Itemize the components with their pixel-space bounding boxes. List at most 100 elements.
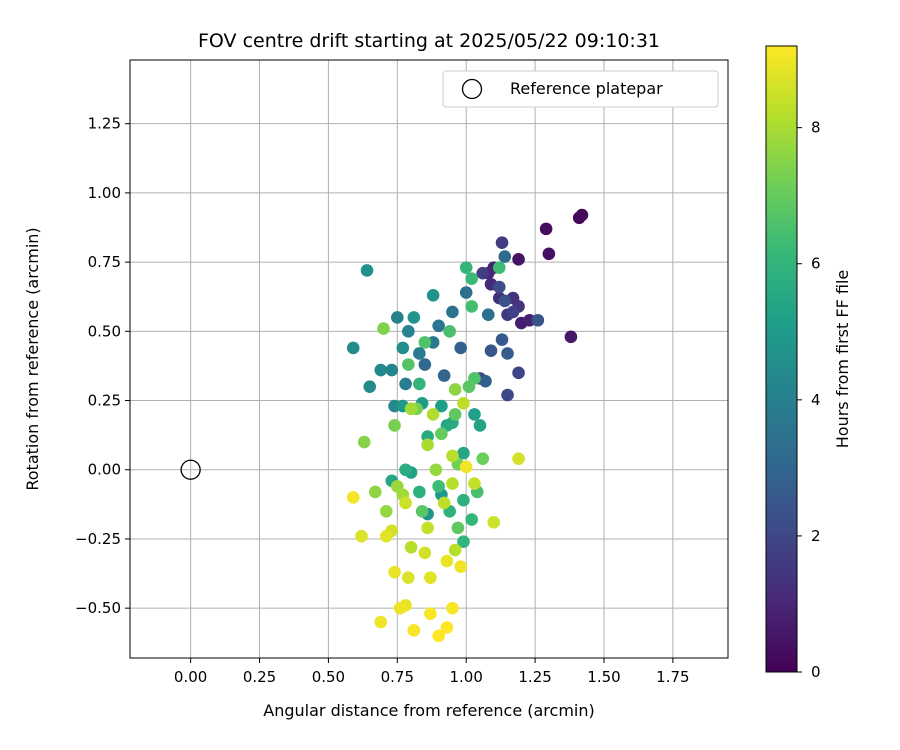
data-point [402, 325, 415, 338]
data-point [432, 319, 445, 333]
data-point [443, 325, 456, 338]
y-tick-label: 1.25 [88, 115, 121, 133]
data-point [457, 535, 470, 549]
y-axis: −0.50 −0.25 0.00 0.25 0.50 0.75 1.00 1.25 [75, 115, 130, 617]
data-point [413, 347, 426, 360]
data-point [481, 308, 495, 322]
data-point [404, 402, 418, 416]
y-tick-label: 0.25 [88, 392, 121, 410]
data-point [357, 435, 371, 449]
data-point [424, 571, 437, 585]
data-point [437, 496, 451, 510]
chart-title: FOV centre drift starting at 2025/05/22 … [198, 30, 660, 52]
data-point [407, 311, 421, 324]
x-axis-label: Angular distance from reference (arcmin) [263, 701, 594, 720]
data-point [512, 253, 525, 266]
data-point [426, 408, 440, 421]
data-point [479, 374, 492, 388]
y-tick-label: −0.50 [75, 599, 121, 617]
data-point [413, 377, 426, 391]
x-tick-label: 0.00 [174, 668, 207, 686]
data-point [413, 485, 426, 499]
data-point [421, 521, 434, 535]
data-point [440, 621, 454, 634]
x-tick-label: 1.25 [518, 668, 551, 686]
data-point [459, 261, 473, 274]
colorbar-label: Hours from first FF file [833, 270, 852, 449]
data-point [402, 358, 415, 371]
data-point [459, 286, 473, 299]
y-tick-label: 0.75 [88, 253, 121, 271]
data-point [531, 313, 545, 327]
data-point [457, 396, 470, 410]
data-point [468, 408, 481, 421]
data-point [399, 496, 412, 510]
data-point [446, 477, 459, 490]
x-tick-label: 1.50 [587, 668, 620, 686]
data-point [437, 369, 451, 382]
data-point [363, 380, 377, 393]
data-point [446, 449, 459, 463]
data-point [448, 383, 462, 396]
data-point [426, 289, 440, 302]
data-point [457, 493, 470, 507]
data-point [391, 311, 404, 324]
data-point [564, 330, 578, 344]
data-point [418, 336, 432, 349]
data-point [451, 521, 465, 535]
data-point [539, 222, 553, 236]
data-point [484, 344, 498, 357]
data-point [476, 452, 490, 465]
data-point [402, 571, 415, 585]
data-point [498, 294, 512, 308]
data-point [462, 380, 476, 393]
data-point [465, 513, 479, 526]
data-point [421, 438, 434, 452]
data-point [492, 280, 506, 294]
data-point [432, 480, 445, 493]
data-point [465, 300, 479, 313]
data-point [379, 529, 393, 543]
data-point [424, 607, 437, 621]
data-point [374, 363, 388, 377]
colorbar-tick-label: 2 [811, 527, 821, 545]
x-tick-label: 0.25 [243, 668, 276, 686]
data-point [379, 504, 393, 518]
data-point [415, 504, 429, 518]
colorbar-tick-label: 0 [811, 663, 821, 681]
data-point [487, 516, 501, 529]
data-point [418, 358, 432, 371]
data-point [360, 264, 374, 277]
data-point [377, 322, 390, 335]
data-point [368, 485, 382, 499]
data-point [459, 460, 473, 474]
data-point [440, 554, 454, 568]
data-point [492, 261, 506, 274]
data-point [407, 624, 421, 637]
data-point [346, 491, 360, 504]
y-axis-label: Rotation from reference (arcmin) [23, 227, 42, 490]
colorbar-tick-label: 4 [811, 391, 821, 409]
data-point [404, 540, 418, 554]
data-point [418, 546, 432, 560]
colorbar: 0 2 4 6 8 Hours from first FF file [765, 45, 852, 681]
data-point [385, 363, 399, 377]
data-point [476, 266, 490, 280]
data-point [506, 305, 520, 319]
legend-reference-marker [461, 78, 483, 100]
data-point [501, 388, 514, 402]
data-point [388, 565, 401, 579]
data-points [180, 208, 589, 643]
data-point [468, 477, 481, 490]
data-point [512, 366, 525, 380]
data-point [495, 333, 509, 346]
data-point [429, 463, 443, 477]
colorbar-gradient [765, 45, 798, 673]
data-point [399, 463, 412, 477]
data-point [473, 419, 487, 432]
y-tick-label: 0.50 [88, 322, 121, 340]
data-point [454, 341, 467, 355]
x-axis: 0.00 0.25 0.50 0.75 1.00 1.25 1.50 1.75 [174, 658, 690, 686]
data-point [393, 601, 407, 615]
y-tick-label: 1.00 [88, 184, 121, 202]
